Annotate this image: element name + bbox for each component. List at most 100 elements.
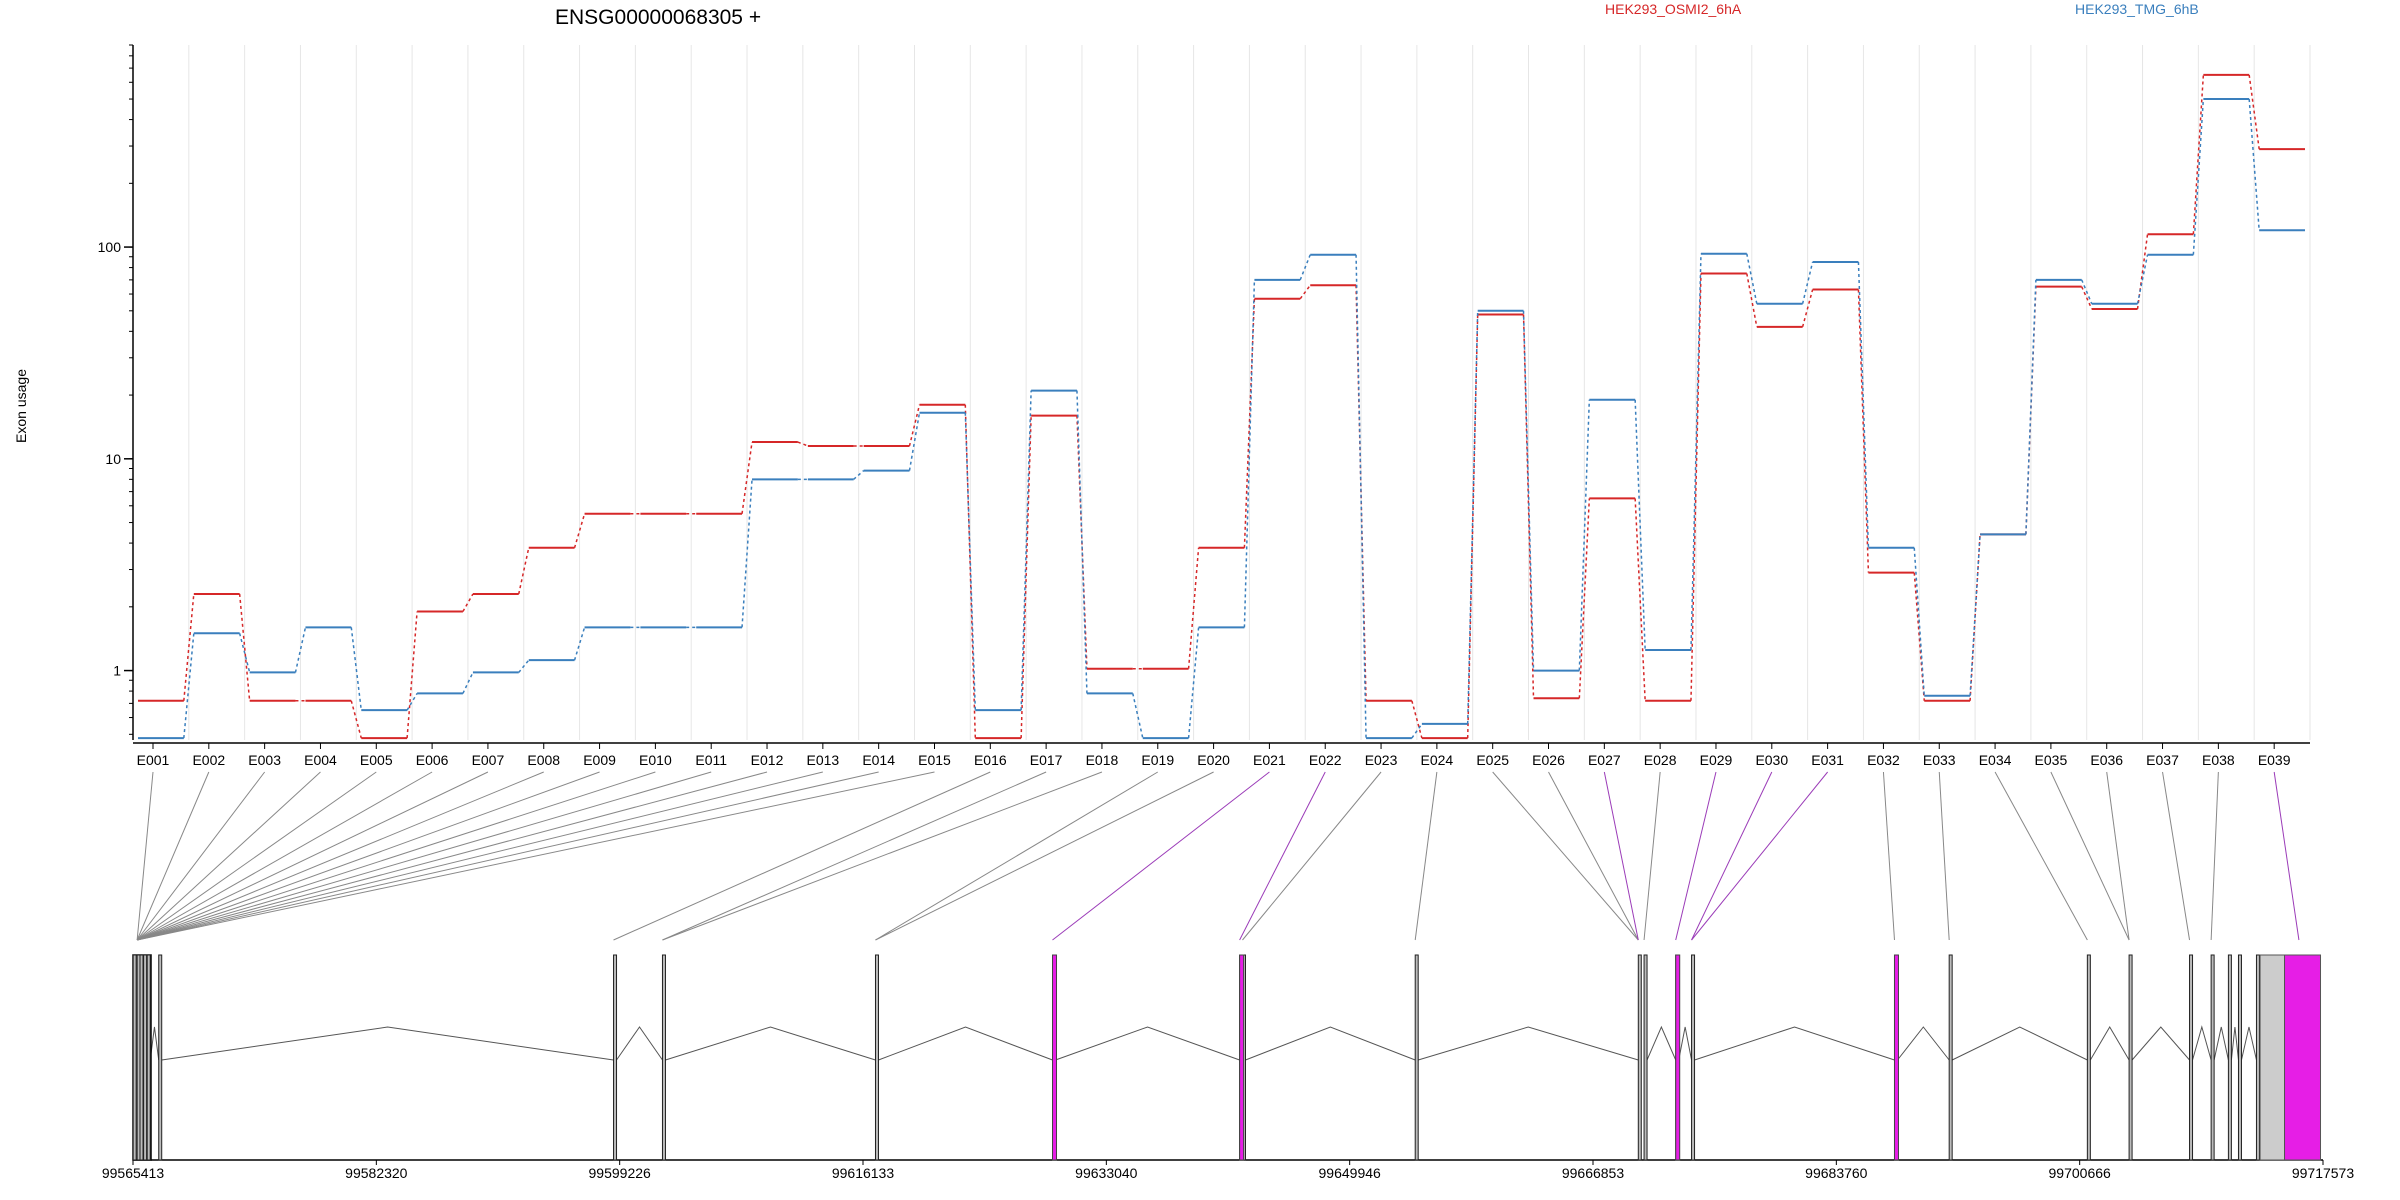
mapping-line-e029 bbox=[1675, 771, 1717, 941]
x-tick-label-e009: E009 bbox=[583, 752, 616, 768]
exon-block bbox=[2227, 954, 2232, 1161]
mapping-line-e006 bbox=[136, 771, 433, 941]
coordinate-label: 99666853 bbox=[1562, 1165, 1625, 1181]
coordinate-label: 99683760 bbox=[1805, 1165, 1868, 1181]
mapping-line-e022 bbox=[1239, 771, 1326, 941]
series-connector bbox=[2248, 74, 2260, 150]
x-tick-label-e012: E012 bbox=[751, 752, 784, 768]
mapping-line-e026 bbox=[1548, 771, 1639, 941]
exon-block bbox=[132, 954, 137, 1161]
exon-block bbox=[661, 954, 666, 1161]
x-tick-label-e024: E024 bbox=[1421, 752, 1454, 768]
series-connector bbox=[2081, 279, 2093, 305]
x-tick-label-e013: E013 bbox=[806, 752, 839, 768]
series-connector bbox=[797, 441, 809, 447]
series-connector bbox=[741, 441, 753, 514]
intron-connector bbox=[1694, 1026, 1895, 1061]
x-axis: E001 E002 E003 E004 E005 E006 E007 E008 E009 E010… bbox=[133, 742, 2310, 768]
mapping-line-e002 bbox=[136, 771, 210, 941]
series-connector bbox=[2136, 254, 2149, 304]
mapping-line-e028 bbox=[1643, 771, 1661, 941]
coordinate-label: 99582320 bbox=[345, 1165, 408, 1181]
mapping-line-e018 bbox=[662, 771, 1103, 941]
exon-block bbox=[2086, 954, 2091, 1161]
mapping-line-e013 bbox=[137, 771, 823, 941]
series-connector bbox=[1690, 273, 1702, 701]
coordinate-label: 99649946 bbox=[1319, 1165, 1382, 1181]
x-tick-label-e033: E033 bbox=[1923, 752, 1956, 768]
series-connector bbox=[350, 627, 363, 711]
coordinate-label: 99700666 bbox=[2049, 1165, 2112, 1181]
mapping-line-e037 bbox=[2162, 771, 2191, 941]
exon-block bbox=[2237, 954, 2242, 1161]
series-connector bbox=[1522, 314, 1535, 699]
series-connector bbox=[1187, 627, 1200, 739]
mapping-line-e036 bbox=[2106, 771, 2130, 941]
mapping-line-e007 bbox=[136, 771, 489, 941]
intron-connector bbox=[665, 1026, 876, 1061]
intron-connector bbox=[2240, 1026, 2257, 1061]
mapping-line-e035 bbox=[2050, 771, 2130, 941]
x-tick-label-e004: E004 bbox=[304, 752, 337, 768]
x-tick-label-e020: E020 bbox=[1197, 752, 1230, 768]
x-tick-label-e028: E028 bbox=[1644, 752, 1677, 768]
series-connector bbox=[1801, 289, 1814, 328]
exon-block bbox=[158, 954, 163, 1161]
coordinate-label: 99565413 bbox=[102, 1165, 165, 1181]
mapping-line-e021 bbox=[1052, 771, 1270, 941]
mapping-line-e033 bbox=[1938, 771, 1950, 941]
x-tick-label-e014: E014 bbox=[862, 752, 895, 768]
series-connector bbox=[1020, 390, 1032, 711]
x-tick-label-e029: E029 bbox=[1700, 752, 1733, 768]
series-connector bbox=[741, 479, 753, 628]
x-tick-label-e035: E035 bbox=[2035, 752, 2068, 768]
x-tick-label-e005: E005 bbox=[360, 752, 393, 768]
highlighted-exon bbox=[1893, 954, 1899, 1161]
mapping-line-e024 bbox=[1414, 771, 1438, 941]
mapping-line-e025 bbox=[1492, 771, 1639, 941]
x-tick-label-e001: E001 bbox=[137, 752, 170, 768]
highlighted-exon bbox=[1239, 954, 1245, 1161]
final-exon-grey bbox=[2259, 954, 2286, 1161]
mapping-line-e017 bbox=[662, 771, 1047, 941]
x-tick-label-e021: E021 bbox=[1253, 752, 1286, 768]
mapping-line-e005 bbox=[136, 771, 377, 941]
exon-block bbox=[2210, 954, 2215, 1161]
x-tick-label-e023: E023 bbox=[1365, 752, 1398, 768]
x-tick-label-e036: E036 bbox=[2090, 752, 2123, 768]
mapping-line-e015 bbox=[137, 771, 935, 941]
mapping-line-e001 bbox=[136, 771, 154, 941]
series-connector bbox=[1690, 253, 1702, 651]
mapping-line-e012 bbox=[137, 771, 768, 941]
exon-block bbox=[874, 954, 879, 1161]
coordinate-label: 99717573 bbox=[2292, 1165, 2355, 1181]
x-tick-label-e031: E031 bbox=[1811, 752, 1844, 768]
intron-connector bbox=[1678, 1026, 1693, 1061]
mapping-line-e039 bbox=[2273, 771, 2300, 941]
series-connector bbox=[462, 672, 474, 694]
mapping-line-e032 bbox=[1882, 771, 1895, 941]
exon-block bbox=[143, 954, 148, 1161]
x-tick-label-e034: E034 bbox=[1979, 752, 2012, 768]
series-connector bbox=[1969, 534, 1981, 696]
series-connector bbox=[1355, 254, 1367, 739]
series-connector bbox=[1466, 310, 1479, 724]
mapping-line-e038 bbox=[2210, 771, 2219, 941]
final-exon-highlight bbox=[2284, 954, 2322, 1161]
exon-block bbox=[613, 954, 618, 1161]
x-tick-label-e006: E006 bbox=[416, 752, 449, 768]
series-connector bbox=[1801, 261, 1814, 304]
mapping-line-e004 bbox=[136, 771, 321, 941]
mapping-line-e016 bbox=[613, 771, 991, 941]
series-connector bbox=[1746, 253, 1758, 304]
mapping-line-e030 bbox=[1691, 771, 1773, 941]
intron-connector bbox=[1951, 1026, 2088, 1061]
exon-block bbox=[1643, 954, 1648, 1161]
mapping-line-e008 bbox=[136, 771, 544, 941]
exon-block bbox=[1637, 954, 1642, 1161]
series-connector bbox=[1243, 279, 1256, 628]
exon-block bbox=[139, 954, 144, 1161]
series-tmg bbox=[138, 98, 2305, 740]
